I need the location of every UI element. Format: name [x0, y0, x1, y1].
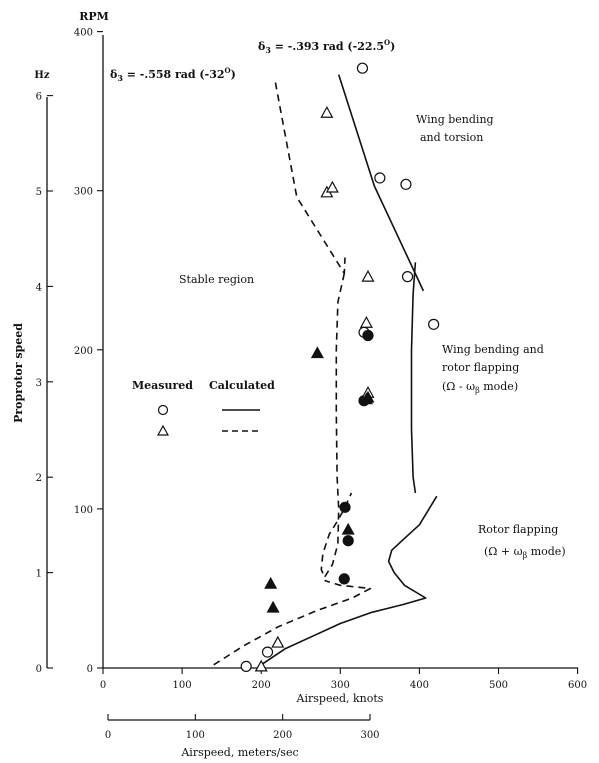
y-rpm-tick-label: 0 — [87, 664, 93, 675]
wing-rotor-mode-a: (Ω - ω — [442, 380, 475, 393]
solid-curve-segment — [260, 495, 438, 666]
axis-ticks: 0 100 200 300 400 500 600 0 100 200 300 0 100 200 300 4… — [36, 28, 588, 741]
rotor-flapping-mode-sub: β — [523, 551, 528, 560]
delta-b-label: δ3 = -.393 rad (-22.5O) — [258, 38, 395, 55]
measured-point-circle — [261, 646, 274, 658]
legend-measured-label: Measured — [132, 379, 193, 392]
dashed-curve-segment — [320, 273, 353, 579]
legend-calculated-label: Calculated — [209, 379, 275, 392]
measured-point-triangle — [361, 269, 375, 282]
measured-point-circle-filled — [342, 535, 354, 547]
y-hz-tick-label: 5 — [36, 187, 42, 198]
measured-point-triangle — [359, 316, 373, 328]
wing-bending-torsion-line1: Wing bending — [416, 113, 494, 126]
measured-point-circle — [356, 62, 369, 74]
measured-point-circle — [374, 172, 386, 184]
y-rpm-tick-label: 100 — [74, 505, 93, 516]
legend-circle-marker — [157, 404, 169, 416]
legend: Measured Calculated — [132, 379, 275, 436]
measured-point-circle — [428, 318, 440, 330]
measured-point-circle — [401, 271, 414, 283]
y-hz-tick-label: 3 — [36, 378, 42, 389]
x-tick-label: 400 — [410, 680, 429, 691]
measured-point-triangle — [271, 635, 285, 648]
delta-b-close: ) — [390, 40, 395, 53]
delta-b-degree: O — [384, 38, 390, 47]
x2-tick-label: 200 — [273, 730, 292, 741]
delta-a-close: ) — [231, 68, 236, 81]
wing-bending-torsion-line2: and torsion — [420, 131, 483, 144]
delta-a-value: = -.558 rad (-32 — [123, 68, 225, 81]
delta-a-subscript: 3 — [117, 73, 123, 83]
y-rpm-tick-label: 300 — [74, 187, 93, 198]
calculated-curves — [213, 74, 438, 666]
x-tick-label: 300 — [331, 680, 350, 691]
measured-point-triangle-filled — [266, 600, 280, 613]
y-axis-title: Proprotor speed — [12, 323, 25, 423]
delta-a-label: δ3 = -.558 rad (-32O) — [110, 66, 236, 83]
x-axis-title: Airspeed, knots — [296, 692, 384, 705]
rotor-flapping-line1: Rotor flapping — [478, 523, 558, 536]
measured-point-triangle — [254, 659, 268, 672]
measured-point-circle — [240, 660, 252, 673]
measured-point-circle-filled — [339, 501, 351, 513]
wing-rotor-line2: rotor flapping — [442, 361, 519, 374]
y-hz-tick-label: 2 — [36, 473, 42, 484]
rpm-unit-label: RPM — [79, 10, 109, 23]
hz-unit-label: Hz — [34, 70, 49, 81]
y-hz-tick-label: 1 — [36, 569, 42, 580]
rotor-flapping-mode-b: mode) — [527, 545, 565, 558]
measured-point-circle-filled — [362, 329, 374, 342]
solid-curve-segment — [410, 262, 417, 494]
measured-point-triangle-filled — [359, 392, 373, 405]
measured-point-triangle-filled — [341, 522, 355, 535]
rotor-flapping-line2: (Ω + ωβ mode) — [484, 545, 566, 560]
legend-triangle-marker — [156, 424, 170, 436]
delta-b-value: = -.393 rad (-22.5 — [271, 40, 384, 53]
measured-point-triangle — [325, 180, 339, 193]
x-tick-label: 200 — [252, 680, 271, 691]
measured-point-triangle-filled — [264, 576, 278, 589]
x-tick-label: 0 — [100, 680, 106, 691]
y-hz-tick-label: 6 — [36, 92, 42, 103]
y-rpm-tick-label: 400 — [74, 28, 93, 39]
measured-point-triangle — [320, 105, 334, 118]
y-hz-tick-label: 4 — [36, 282, 42, 293]
delta-a-degree: O — [225, 66, 231, 75]
solid-curve-segment — [337, 74, 425, 292]
x-tick-label: 600 — [568, 680, 587, 691]
measured-point-circle-filled — [338, 573, 350, 585]
y-rpm-tick-label: 200 — [74, 346, 93, 357]
delta-b-symbol: δ — [258, 40, 265, 53]
y-hz-tick-label: 0 — [36, 664, 42, 675]
x2-tick-label: 100 — [186, 730, 205, 741]
x2-tick-label: 0 — [105, 730, 111, 741]
delta-a-symbol: δ — [110, 68, 117, 81]
x2-axis-title: Airspeed, meters/sec — [180, 746, 298, 759]
x-tick-label: 500 — [489, 680, 508, 691]
rotor-flapping-mode-a: (Ω + ω — [484, 545, 523, 558]
x-tick-label: 100 — [173, 680, 192, 691]
x2-tick-label: 300 — [360, 730, 379, 741]
wing-rotor-mode-sub: β — [475, 386, 480, 395]
stable-region-label: Stable region — [179, 273, 254, 286]
wing-rotor-mode-b: mode) — [480, 380, 518, 393]
wing-rotor-line3: (Ω - ωβ mode) — [442, 380, 518, 395]
dashed-curve-segment — [213, 579, 372, 666]
measured-points — [240, 62, 440, 673]
delta-b-subscript: 3 — [265, 45, 271, 55]
wing-rotor-line1: Wing bending and — [442, 343, 544, 356]
measured-point-circle — [400, 178, 412, 190]
measured-point-triangle-filled — [310, 346, 324, 359]
dashed-curve-segment — [274, 82, 346, 275]
